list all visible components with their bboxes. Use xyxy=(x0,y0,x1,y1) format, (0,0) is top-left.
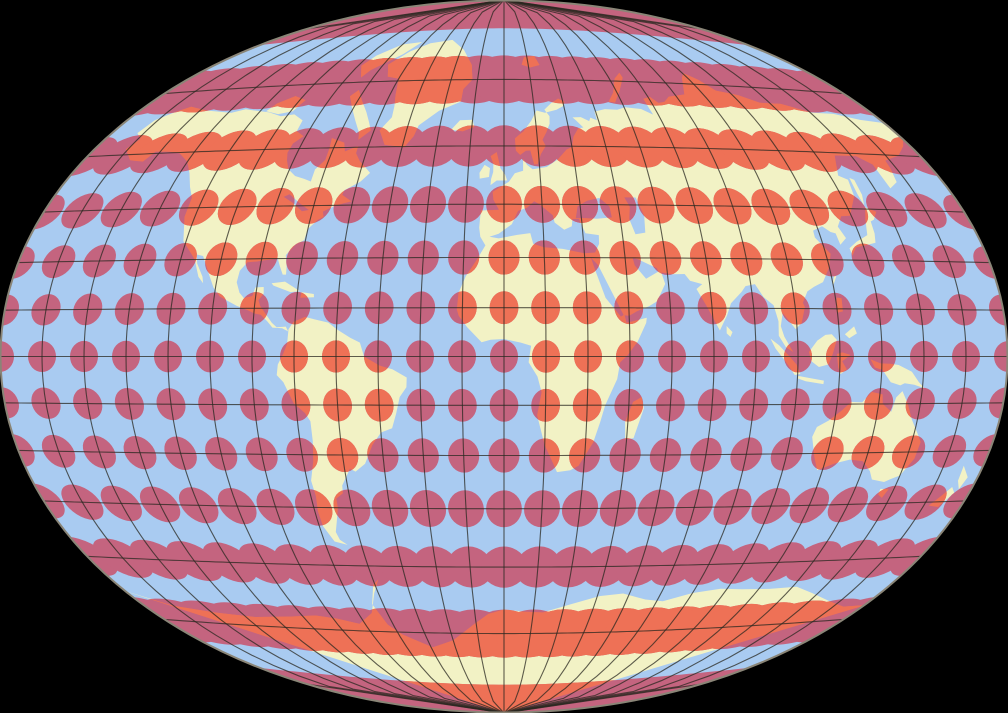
parallel-line xyxy=(86,145,922,158)
parallel-line xyxy=(43,500,965,510)
parallel-line xyxy=(4,402,1004,406)
tissot-ellipse xyxy=(0,341,14,372)
land-mindanao xyxy=(844,326,857,339)
parallel-line xyxy=(163,618,845,635)
tissot-ellipse xyxy=(994,341,1008,372)
parallel-line xyxy=(163,78,845,95)
land-south-america xyxy=(276,316,407,545)
parallel-line xyxy=(17,449,991,457)
land-taiwan xyxy=(832,275,837,285)
land-java xyxy=(798,375,824,385)
parallel-line xyxy=(17,256,991,264)
land-ireland xyxy=(479,164,490,179)
land-sri-lanka xyxy=(726,326,733,337)
parallel-line xyxy=(86,555,922,568)
land-new-zealand-north xyxy=(958,465,968,490)
lake-caspian-sea xyxy=(624,197,646,235)
land-cuba xyxy=(271,281,300,293)
land-japan xyxy=(849,207,877,256)
tissot-ellipse xyxy=(124,135,153,175)
parallel-line xyxy=(43,203,965,213)
parallel-line xyxy=(4,307,1004,311)
land-north-america xyxy=(125,106,371,332)
land-sakhalin xyxy=(849,177,865,206)
